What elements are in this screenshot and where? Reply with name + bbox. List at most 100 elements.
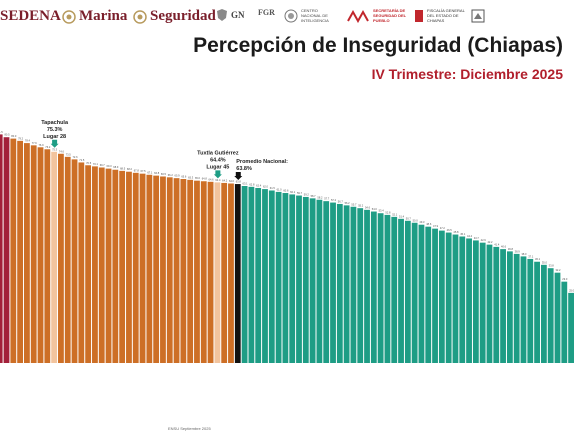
bar-value-label-65: 47.9 <box>433 224 439 228</box>
bar-75 <box>500 249 506 363</box>
bar-value-label-81: 35.0 <box>542 260 548 264</box>
bar-value-label-80: 36.1 <box>535 257 541 261</box>
bar-33 <box>214 182 221 363</box>
bar-value-label-34: 64.2 <box>222 178 228 182</box>
fgr-logo: FGR <box>258 8 275 17</box>
bar-value-label-51: 56.7 <box>338 199 344 203</box>
bar-value-label-28: 65.6 <box>181 175 187 179</box>
bar-value-label-68: 45.8 <box>453 230 459 234</box>
bar-16 <box>98 167 105 363</box>
bar-31 <box>200 181 207 363</box>
sspc-logo-text: SECRETARÍA DE SEGURIDAD DEL PUEBLO <box>373 8 407 23</box>
bar-value-label-64: 48.6 <box>426 222 432 226</box>
chart-title: Percepción de Inseguridad (Chiapas) <box>193 34 563 57</box>
annotation-1-line-1: 64.4% <box>210 157 226 163</box>
bar-value-label-55: 54.6 <box>365 205 371 209</box>
bar-value-label-66: 47.2 <box>440 226 446 230</box>
bar-38 <box>248 186 255 363</box>
cni-logo-text: CENTRO NACIONAL DE INTELIGENCIA <box>301 8 329 23</box>
bar-22 <box>139 173 146 363</box>
bar-32 <box>207 181 214 363</box>
cni-logo: CENTRO NACIONAL DE INTELIGENCIA <box>284 8 335 23</box>
source-footnote: ENSU Septiembre 2025 <box>168 426 211 431</box>
bar-44 <box>289 194 296 363</box>
bar-value-label-79: 37.1 <box>528 254 534 258</box>
bar-value-label-48: 58.2 <box>317 195 323 199</box>
bar-value-label-19: 68.5 <box>120 166 126 170</box>
bar-value-label-84: 29.0 <box>562 277 568 281</box>
bar-55 <box>364 209 370 363</box>
sedena-logo: SEDENA <box>0 8 61 25</box>
bar-49 <box>323 201 330 363</box>
bar-17 <box>105 168 112 363</box>
bar-10 <box>58 153 64 363</box>
bar-value-label-45: 59.7 <box>297 191 303 195</box>
bar-value-label-20: 68.2 <box>127 167 133 171</box>
bar-25 <box>160 176 166 363</box>
bar-37 <box>241 186 248 363</box>
seguridad-logo: Seguridad <box>133 8 216 25</box>
bar-value-label-10: 74.6 <box>59 149 65 153</box>
bar-value-label-29: 65.3 <box>188 175 194 179</box>
bar-value-label-70: 44.4 <box>467 234 473 238</box>
bar-51 <box>336 203 343 363</box>
annotation-0-line-1: 75.3% <box>47 127 63 133</box>
bar-23 <box>146 174 153 363</box>
gn-logo: GN <box>216 8 245 22</box>
annotation-1-line-0: Tuxtla Gutiérrez <box>197 150 239 156</box>
bar-value-label-36: 63.8 <box>236 180 242 184</box>
bar-18 <box>112 169 119 363</box>
annotation-arrow-icon-0 <box>50 139 59 148</box>
bar-value-label-8: 76.2 <box>45 145 51 149</box>
annotation-0-line-2: Lugar 28 <box>43 134 66 140</box>
chart-subtitle: IV Trimestre: Diciembre 2025 <box>371 66 563 82</box>
bar-value-label-24: 66.8 <box>154 171 160 175</box>
bar-63 <box>418 224 425 363</box>
bar-1 <box>0 134 3 363</box>
bar-value-label-35: 64.0 <box>229 179 235 183</box>
bar-85 <box>568 292 574 363</box>
bar-84 <box>561 281 568 363</box>
bar-value-label-17: 69.3 <box>107 164 113 168</box>
bar-36 <box>234 184 241 363</box>
bar-59 <box>391 216 398 363</box>
bar-46 <box>302 196 309 363</box>
gn-shield-icon <box>217 9 227 21</box>
bar-12 <box>71 159 78 363</box>
bar-value-label-44: 60.1 <box>290 190 296 194</box>
bar-57 <box>377 213 384 363</box>
bar-45 <box>296 195 302 363</box>
bar-13 <box>78 162 85 363</box>
bar-value-label-52: 56.2 <box>345 201 351 205</box>
bar-61 <box>404 220 411 363</box>
bar-52 <box>343 205 350 363</box>
bar-value-label-33: 64.4 <box>215 178 221 182</box>
bar-68 <box>452 234 459 363</box>
bar-value-label-25: 66.5 <box>161 172 167 176</box>
bar-value-label-27: 65.9 <box>175 174 181 178</box>
bar-50 <box>330 202 336 363</box>
bar-value-label-77: 38.9 <box>515 249 521 253</box>
seguridad-logo-text: Seguridad <box>150 8 216 24</box>
bar-71 <box>472 240 479 363</box>
bar-value-label-2: 80.5 <box>4 133 10 137</box>
bar-value-label-62: 50.0 <box>413 218 419 222</box>
bar-72 <box>479 242 486 363</box>
bar-value-label-63: 49.3 <box>419 220 425 224</box>
bar-30 <box>194 180 200 363</box>
bar-20 <box>126 171 132 363</box>
bar-value-label-73: 42.2 <box>487 240 493 244</box>
bar-value-label-9: 75.3 <box>52 147 58 151</box>
bar-value-label-37: 63.1 <box>243 182 249 186</box>
bar-64 <box>425 226 432 363</box>
bar-value-label-42: 61.0 <box>277 187 283 191</box>
bar-6 <box>30 145 37 363</box>
fiscalia-logo-text: FISCALÍA GENERAL DEL ESTADO DE CHIAPAS <box>427 8 465 23</box>
bar-53 <box>350 206 357 363</box>
category-label-area <box>0 363 575 442</box>
bar-65 <box>432 228 438 363</box>
annotation-1-line-2: Lugar 45 <box>206 164 229 170</box>
bar-value-label-7: 76.9 <box>38 143 44 147</box>
annotation-arrow-icon-2 <box>234 172 243 181</box>
